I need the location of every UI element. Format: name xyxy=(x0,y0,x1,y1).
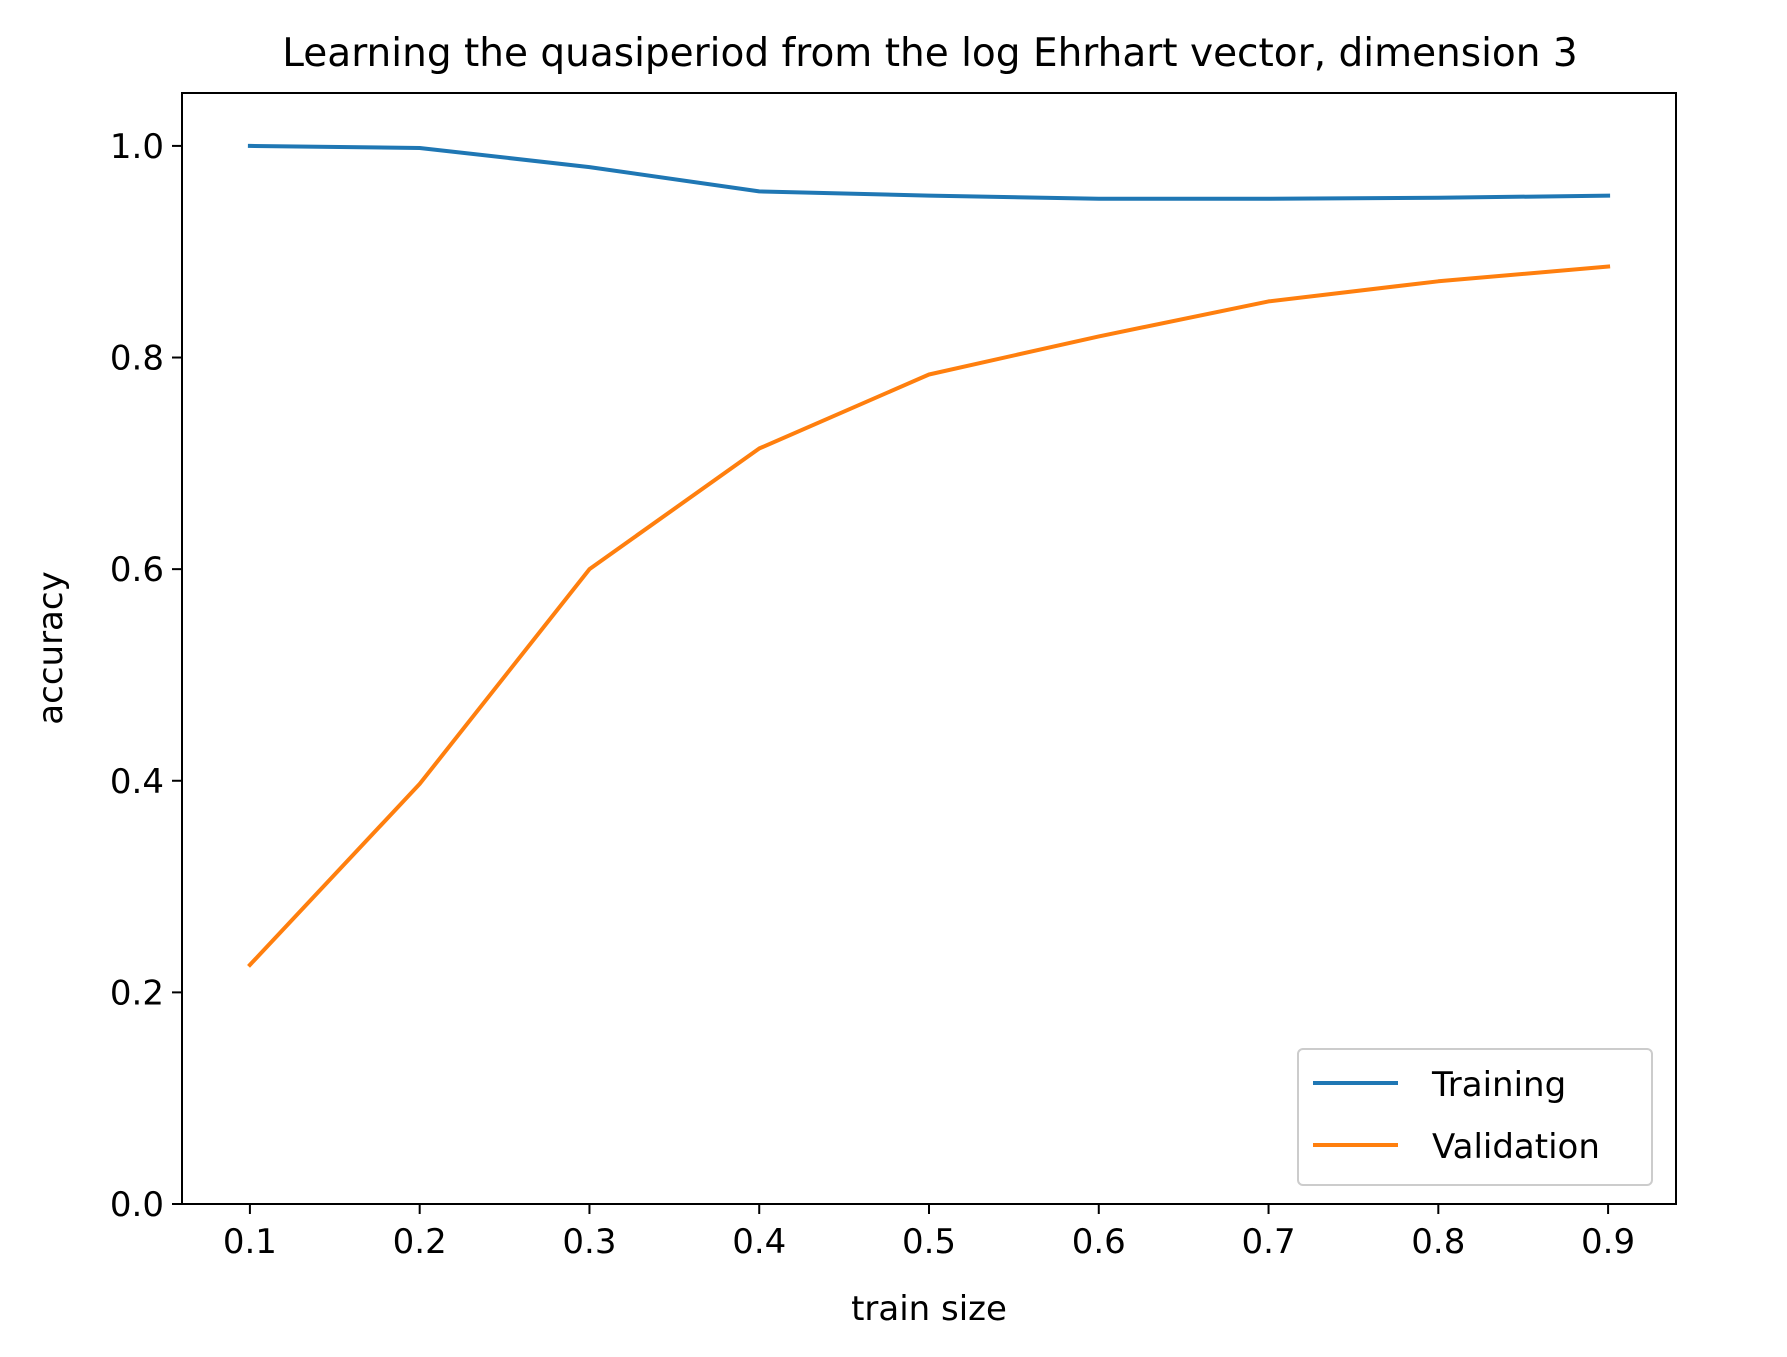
y-tick-label: 0.0 xyxy=(110,1185,164,1225)
x-tick-label: 0.8 xyxy=(1411,1222,1465,1262)
x-tick-label: 0.9 xyxy=(1581,1222,1635,1262)
x-tick-label: 0.7 xyxy=(1242,1222,1296,1262)
chart-title: Learning the quasiperiod from the log Eh… xyxy=(282,31,1577,76)
legend: Training Validation xyxy=(1297,1048,1653,1186)
series-line-training xyxy=(247,143,1611,201)
x-tick-label: 0.4 xyxy=(732,1222,786,1262)
x-tick-label: 0.3 xyxy=(562,1222,616,1262)
y-tick-label: 0.6 xyxy=(110,550,164,590)
y-axis-label: accuracy xyxy=(31,571,71,724)
plot-area-frame xyxy=(181,92,1677,1205)
legend-label-validation: Validation xyxy=(1432,1127,1600,1167)
x-tick-label: 0.5 xyxy=(902,1222,956,1262)
y-tick-label: 0.2 xyxy=(110,973,164,1013)
x-tick-label: 0.2 xyxy=(393,1222,447,1262)
legend-label-training: Training xyxy=(1431,1065,1566,1105)
y-tick-label: 1.0 xyxy=(110,127,164,167)
x-axis-label: train size xyxy=(851,1289,1007,1329)
series-layer xyxy=(247,143,1611,968)
y-axis: 0.0 0.2 0.4 0.6 0.8 1.0 xyxy=(110,127,182,1225)
x-axis: 0.1 0.2 0.3 0.4 0.5 0.6 0.7 0.8 0.9 xyxy=(223,1204,1635,1262)
x-tick-label: 0.1 xyxy=(223,1222,277,1262)
y-tick-label: 0.4 xyxy=(110,762,164,802)
x-tick-label: 0.6 xyxy=(1072,1222,1126,1262)
series-line-validation xyxy=(247,264,1611,968)
y-tick-label: 0.8 xyxy=(110,339,164,379)
